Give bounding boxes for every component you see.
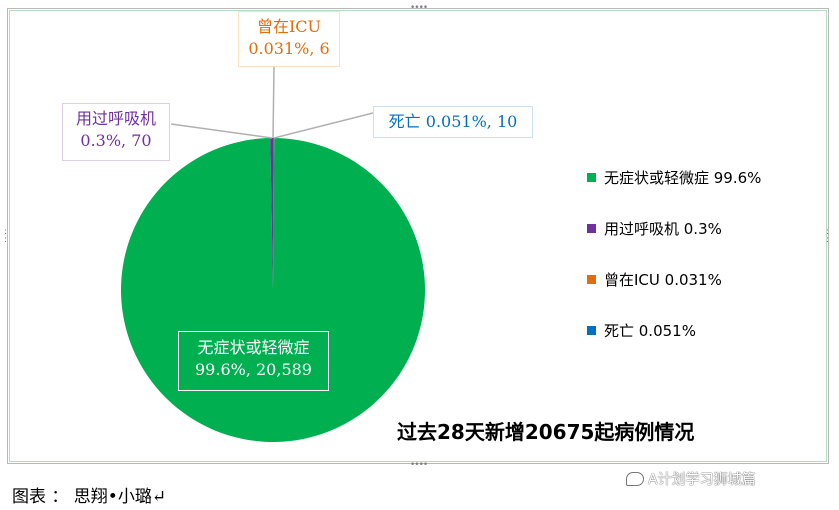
legend-item-mild: 无症状或轻微症 99.6%	[587, 167, 761, 188]
legend-swatch-ventilator	[587, 224, 596, 233]
label-ventilator-value: 0.3%, 70	[80, 131, 152, 150]
pie-slice-ventilator	[270, 138, 274, 290]
leader-line-icu	[272, 66, 275, 139]
chart-title: 过去28天新增20675起病例情况	[397, 420, 695, 444]
resize-handle-left[interactable]: ::	[4, 227, 7, 245]
label-mild: 无症状或轻微症 99.6%, 20,589	[178, 331, 329, 391]
leader-line-ventilator	[170, 123, 273, 139]
label-death-text: 死亡 0.051%, 10	[388, 112, 518, 131]
label-icu-name: 曾在ICU	[256, 17, 322, 36]
label-mild-value: 99.6%, 20,589	[195, 360, 312, 379]
legend-swatch-death	[587, 326, 596, 335]
watermark-text: A计划学习狮城篇	[648, 472, 756, 488]
inner-border	[9, 10, 827, 462]
label-mild-name: 无症状或轻微症	[197, 338, 310, 357]
legend-item-ventilator: 用过呼吸机 0.3%	[587, 218, 722, 239]
legend-item-icu: 曾在ICU 0.031%	[587, 269, 722, 290]
figure-caption: 图表 ： 思翔•小璐↵	[12, 487, 167, 507]
legend-label-mild: 无症状或轻微症 99.6%	[604, 169, 762, 187]
chart-frame	[7, 8, 829, 464]
label-icu-value: 0.031%, 6	[248, 39, 330, 58]
legend-swatch-mild	[587, 173, 596, 182]
label-ventilator: 用过呼吸机 0.3%, 70	[62, 103, 170, 161]
resize-handle-top[interactable]: ••••	[410, 3, 428, 13]
resize-handle-bottom[interactable]: ••••	[410, 460, 428, 470]
legend-label-ventilator: 用过呼吸机 0.3%	[604, 220, 722, 238]
leader-line-death	[273, 112, 374, 139]
watermark: A计划学习狮城篇	[626, 469, 756, 489]
label-death: 死亡 0.051%, 10	[373, 106, 533, 138]
pie-slice-mild	[120, 138, 425, 442]
resize-handle-right[interactable]: ::	[826, 227, 829, 245]
label-icu: 曾在ICU 0.031%, 6	[238, 11, 340, 67]
wechat-icon	[626, 472, 644, 486]
legend-label-death: 死亡 0.051%	[604, 322, 696, 340]
legend-swatch-icu	[587, 275, 596, 284]
pie-slice-icu	[273, 138, 275, 290]
label-ventilator-name: 用过呼吸机	[75, 109, 156, 128]
legend-label-icu: 曾在ICU 0.031%	[604, 271, 722, 289]
legend-item-death: 死亡 0.051%	[587, 320, 696, 341]
